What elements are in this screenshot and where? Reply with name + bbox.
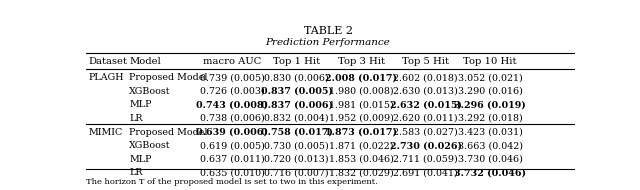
Text: 3.423 (0.031): 3.423 (0.031) (458, 128, 523, 137)
Text: 3.732 (0.046): 3.732 (0.046) (454, 168, 526, 177)
Text: 2.620 (0.011): 2.620 (0.011) (394, 114, 458, 123)
Text: Top 1 Hit: Top 1 Hit (273, 57, 320, 66)
Text: 0.830 (0.006): 0.830 (0.006) (264, 73, 329, 82)
Text: 0.837 (0.005): 0.837 (0.005) (261, 87, 333, 96)
Text: Top 3 Hit: Top 3 Hit (338, 57, 385, 66)
Text: macro AUC: macro AUC (203, 57, 262, 66)
Text: 3.052 (0.021): 3.052 (0.021) (458, 73, 523, 82)
Text: 1.952 (0.009): 1.952 (0.009) (329, 114, 394, 123)
Text: 0.738 (0.006): 0.738 (0.006) (200, 114, 265, 123)
Text: Dataset: Dataset (88, 57, 127, 66)
Text: 2.691 (0.041): 2.691 (0.041) (394, 168, 458, 177)
Text: LR: LR (129, 168, 143, 177)
Text: TABLE 2: TABLE 2 (303, 26, 353, 36)
Text: 0.730 (0.005): 0.730 (0.005) (264, 141, 329, 150)
Text: 0.639 (0.006): 0.639 (0.006) (196, 128, 268, 137)
Text: 3.730 (0.046): 3.730 (0.046) (458, 155, 523, 164)
Text: 3.663 (0.042): 3.663 (0.042) (458, 141, 523, 150)
Text: 2.711 (0.059): 2.711 (0.059) (394, 155, 458, 164)
Text: Prediction Performance: Prediction Performance (266, 38, 390, 47)
Text: XGBoost: XGBoost (129, 87, 171, 96)
Text: 0.726 (0.003): 0.726 (0.003) (200, 87, 265, 96)
Text: 0.837 (0.006): 0.837 (0.006) (260, 100, 333, 109)
Text: 0.637 (0.011): 0.637 (0.011) (200, 155, 265, 164)
Text: 0.619 (0.005): 0.619 (0.005) (200, 141, 265, 150)
Text: 2.602 (0.018): 2.602 (0.018) (394, 73, 458, 82)
Text: MLP: MLP (129, 100, 152, 109)
Text: 0.832 (0.004): 0.832 (0.004) (264, 114, 329, 123)
Text: 2.008 (0.017): 2.008 (0.017) (325, 73, 397, 82)
Text: XGBoost: XGBoost (129, 141, 171, 150)
Text: 1.873 (0.017): 1.873 (0.017) (325, 128, 397, 137)
Text: 0.739 (0.005): 0.739 (0.005) (200, 73, 265, 82)
Text: Proposed Model: Proposed Model (129, 73, 207, 82)
Text: LR: LR (129, 114, 143, 123)
Text: 2.632 (0.015): 2.632 (0.015) (390, 100, 461, 109)
Text: 3.296 (0.019): 3.296 (0.019) (454, 100, 526, 109)
Text: 0.720 (0.013): 0.720 (0.013) (264, 155, 329, 164)
Text: 1.853 (0.046): 1.853 (0.046) (329, 155, 394, 164)
Text: Model: Model (129, 57, 161, 66)
Text: 2.730 (0.026): 2.730 (0.026) (390, 141, 461, 150)
Text: Proposed Model: Proposed Model (129, 128, 207, 137)
Text: 2.630 (0.013): 2.630 (0.013) (393, 87, 458, 96)
Text: 1.980 (0.008): 1.980 (0.008) (329, 87, 394, 96)
Text: 0.743 (0.008): 0.743 (0.008) (196, 100, 268, 109)
Text: 1.832 (0.029): 1.832 (0.029) (329, 168, 394, 177)
Text: Top 10 Hit: Top 10 Hit (463, 57, 517, 66)
Text: 2.583 (0.027): 2.583 (0.027) (394, 128, 458, 137)
Text: 0.716 (0.007): 0.716 (0.007) (264, 168, 329, 177)
Text: MLP: MLP (129, 155, 152, 164)
Text: 0.635 (0.010): 0.635 (0.010) (200, 168, 265, 177)
Text: Top 5 Hit: Top 5 Hit (402, 57, 449, 66)
Text: 1.981 (0.015): 1.981 (0.015) (329, 100, 394, 109)
Text: 0.758 (0.017): 0.758 (0.017) (261, 128, 333, 137)
Text: 3.290 (0.016): 3.290 (0.016) (458, 87, 523, 96)
Text: 1.871 (0.022): 1.871 (0.022) (329, 141, 394, 150)
Text: 3.292 (0.018): 3.292 (0.018) (458, 114, 523, 123)
Text: MIMIC: MIMIC (88, 128, 123, 137)
Text: The horizon T of the proposed model is set to two in this experiment.: The horizon T of the proposed model is s… (86, 178, 378, 186)
Text: PLAGH: PLAGH (88, 73, 124, 82)
